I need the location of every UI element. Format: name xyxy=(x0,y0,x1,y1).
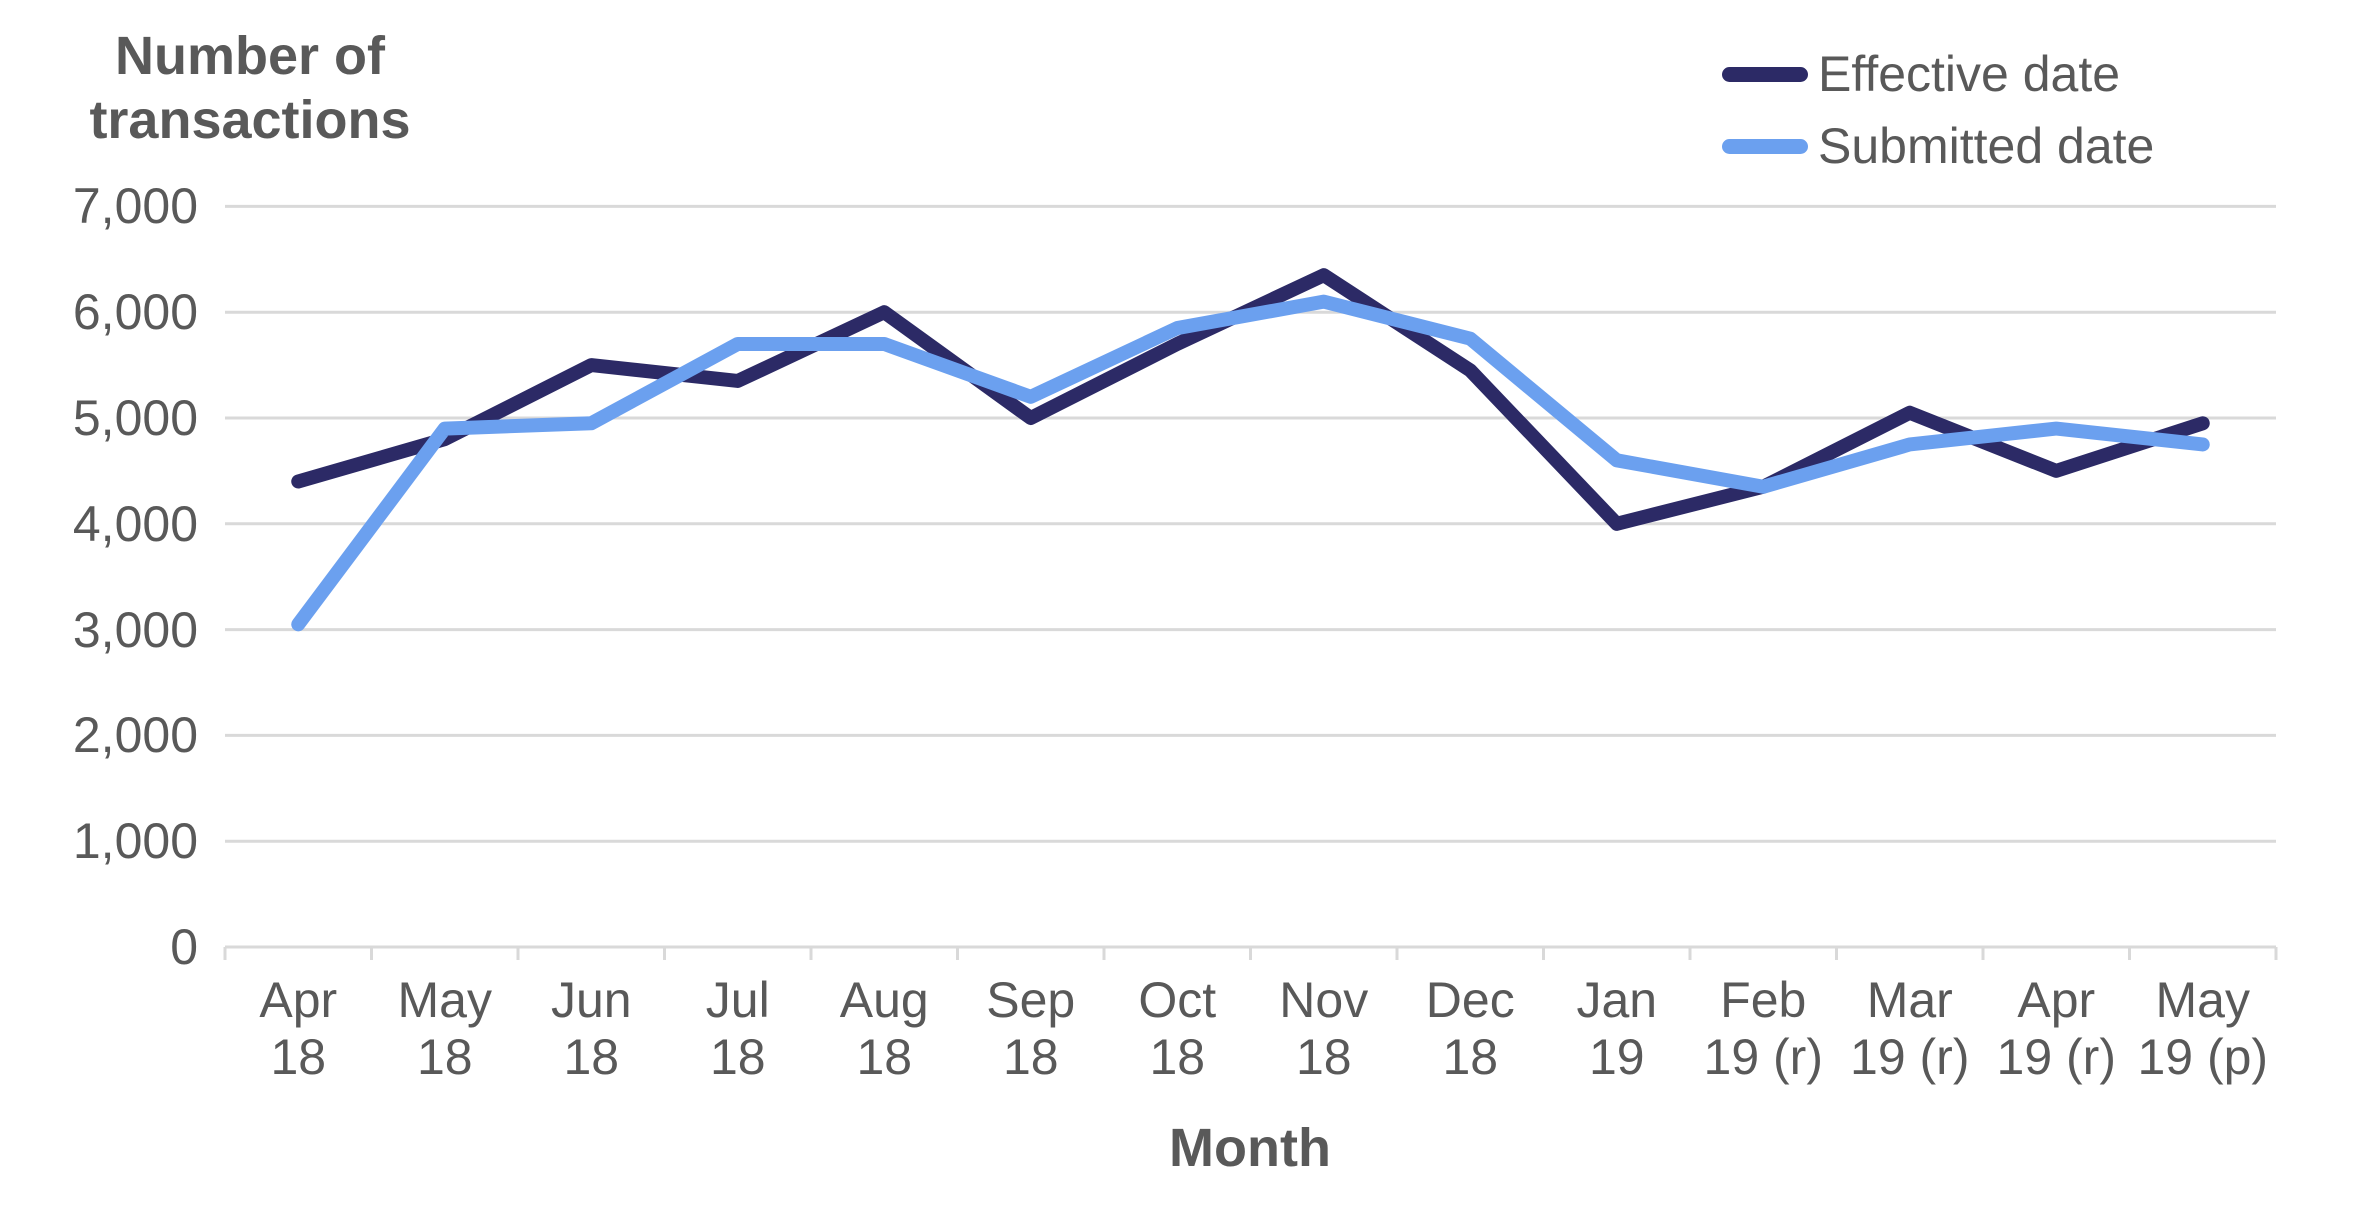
x-tick-label: Apr 19 (r) xyxy=(1996,972,2116,1085)
y-tick-label: 6,000 xyxy=(72,284,198,341)
y-tick-label: 4,000 xyxy=(72,495,198,552)
y-tick-label: 0 xyxy=(170,919,198,975)
x-tick-label: Jan 19 xyxy=(1576,972,1658,1085)
x-tick-label: Oct 18 xyxy=(1138,972,1217,1085)
y-tick-label: 7,000 xyxy=(72,178,198,235)
legend-item-effective: Effective date xyxy=(1722,38,2154,110)
x-tick-label: Jun 18 xyxy=(550,972,632,1085)
effective-line-swatch xyxy=(1722,66,1808,82)
x-axis-title: Month xyxy=(1169,1118,1331,1178)
y-tick-label: 5,000 xyxy=(72,390,198,446)
y-tick-label: 1,000 xyxy=(72,813,198,870)
x-tick-label: Feb 19 (r) xyxy=(1703,972,1823,1085)
series-line-submitted xyxy=(291,294,2210,632)
x-tick-label: Sep 18 xyxy=(986,972,1076,1085)
x-tick-label: Dec 18 xyxy=(1425,972,1515,1085)
legend: Effective date Submitted date xyxy=(1722,38,2154,182)
y-tick-label: 2,000 xyxy=(72,707,198,764)
x-tick-label: Mar 19 (r) xyxy=(1850,972,1970,1085)
x-tick-label: Apr 18 xyxy=(259,972,338,1085)
x-tick-label: May 19 (p) xyxy=(2137,972,2269,1085)
x-tick-label: Jul 18 xyxy=(705,972,770,1085)
x-tick-label: Aug 18 xyxy=(839,972,929,1085)
legend-label-submitted: Submitted date xyxy=(1818,118,2155,174)
legend-label-effective: Effective date xyxy=(1818,46,2121,102)
legend-item-submitted: Submitted date xyxy=(1722,110,2154,182)
submitted-line-swatch xyxy=(1722,138,1808,154)
y-axis-title: Number of transactions xyxy=(89,26,411,150)
x-tick-label: Nov 18 xyxy=(1279,972,1369,1085)
x-tick-label: May 18 xyxy=(397,972,492,1085)
y-tick-label: 3,000 xyxy=(72,601,198,658)
